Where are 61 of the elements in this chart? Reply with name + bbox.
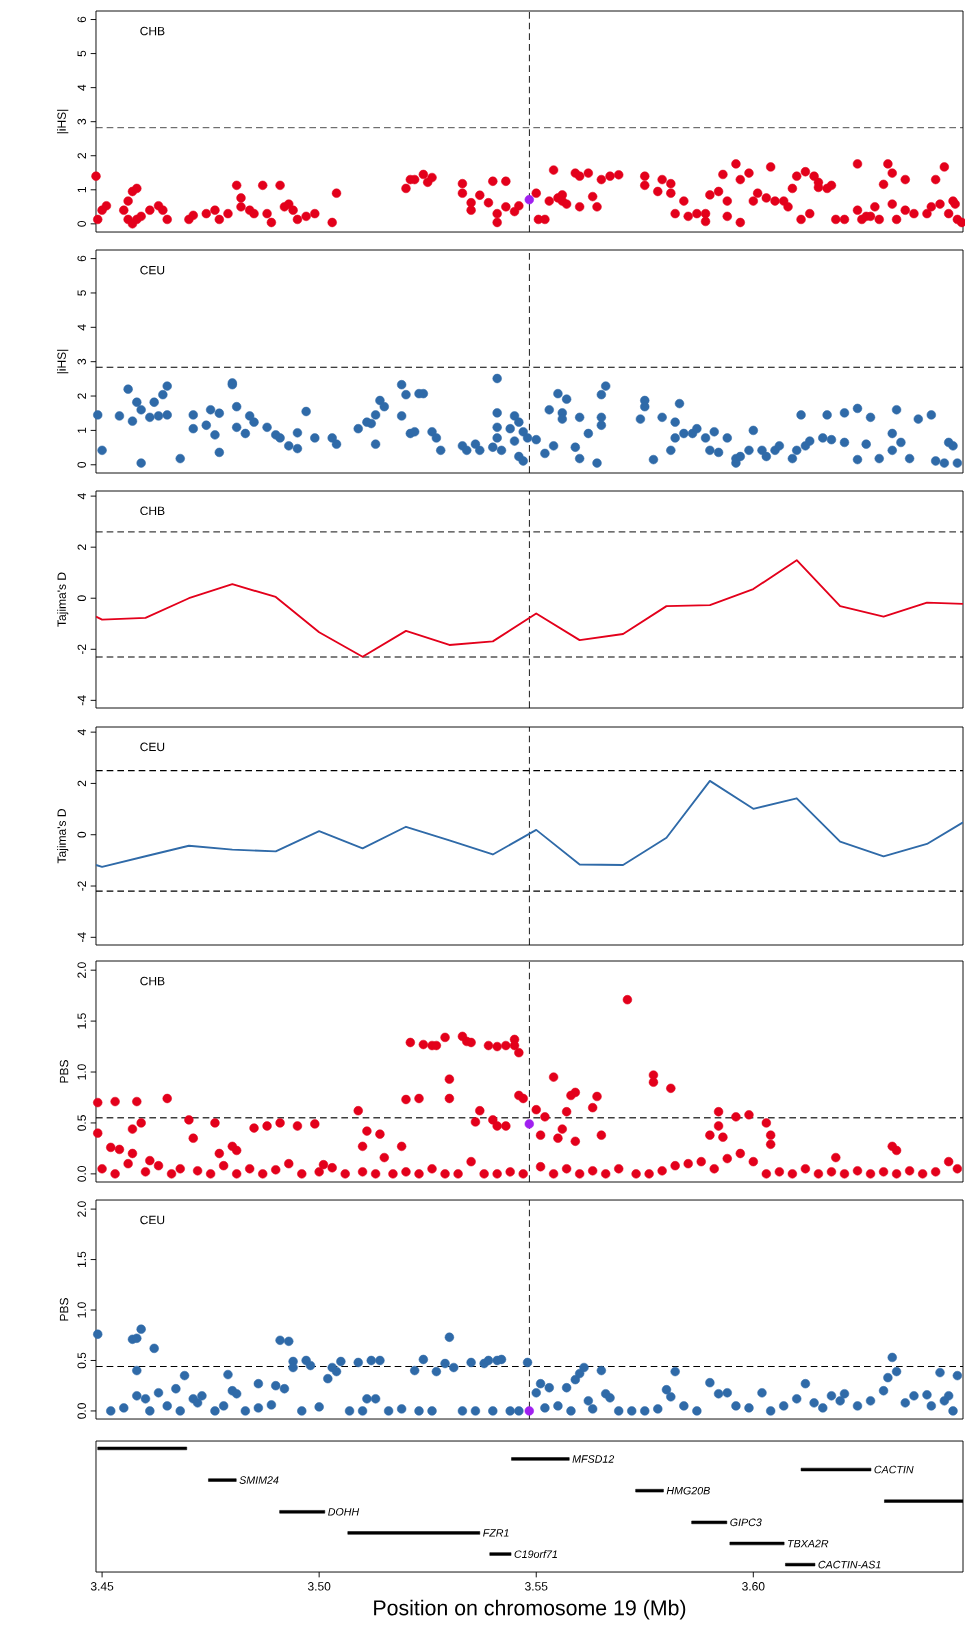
- text: CHB: [140, 26, 165, 36]
- y-tick-label: 2: [77, 153, 86, 159]
- y-tick-label: 0.0: [77, 1403, 86, 1419]
- y-tick-label: -4: [77, 932, 86, 943]
- text: CEU: [140, 265, 165, 275]
- y-axis-title: Tajima's D: [57, 809, 69, 864]
- x-tick-label: 3.60: [742, 1582, 765, 1591]
- y-tick-label: CACTIN: [874, 1465, 914, 1474]
- y-tick-label: 5: [77, 290, 86, 296]
- y-tick-label: 4: [77, 84, 86, 91]
- x-tick-label: 3.55: [525, 1582, 548, 1591]
- y-tick-label: 0: [77, 831, 86, 838]
- y-tick-label: 1: [77, 427, 86, 433]
- y-axis-title: Tajima's D: [57, 572, 69, 627]
- y-tick-label: 3: [77, 118, 86, 125]
- y-tick-label: 0: [77, 461, 86, 468]
- text: CHB: [140, 506, 165, 516]
- y-tick-label: -2: [77, 644, 86, 655]
- y-tick-label: 0.5: [77, 1352, 86, 1369]
- text: CEU: [140, 1215, 165, 1225]
- y-axis-title: |iHS|: [57, 109, 69, 134]
- y-tick-label: 2.0: [77, 1201, 86, 1217]
- y-tick-label: 0: [77, 595, 86, 602]
- y-tick-label: 1.5: [77, 1251, 86, 1267]
- y-tick-label: 4: [77, 324, 86, 331]
- y-tick-label: 1.0: [77, 1064, 86, 1080]
- y-tick-label: SMIM24: [239, 1476, 279, 1484]
- y-tick-label: 1.0: [77, 1302, 86, 1318]
- y-tick-label: 6: [77, 255, 86, 262]
- text: CHB: [140, 976, 165, 986]
- y-tick-label: 6: [77, 16, 86, 23]
- y-tick-label: 5: [77, 50, 86, 57]
- y-tick-label: 1.5: [77, 1013, 86, 1029]
- y-tick-label: 0.5: [77, 1115, 86, 1131]
- y-tick-label: 2: [77, 780, 86, 787]
- x-tick-label: 3.50: [307, 1582, 331, 1591]
- y-tick-label: 4: [77, 729, 86, 736]
- y-tick-label: 0.0: [77, 1165, 86, 1182]
- y-tick-label: TBXA2R: [788, 1539, 829, 1548]
- y-tick-label: 2.0: [77, 962, 86, 978]
- y-axis-title: PBS: [59, 1298, 69, 1321]
- y-tick-label: CACTIN-AS1: [818, 1560, 881, 1569]
- y-axis-title: |iHS|: [57, 349, 69, 374]
- y-tick-label: -4: [77, 695, 86, 706]
- y-tick-label: 3: [77, 358, 86, 365]
- y-tick-label: 2: [77, 544, 86, 550]
- x-axis-title: Position on chromosome 19 (Mb): [374, 1599, 686, 1620]
- y-tick-label: C19orf71: [514, 1550, 557, 1558]
- text: CEU: [140, 742, 165, 752]
- y-tick-label: GIPC3: [730, 1518, 762, 1527]
- y-axis-title: PBS: [59, 1060, 69, 1083]
- y-tick-label: DOHH: [328, 1508, 360, 1516]
- y-tick-label: FZR1: [483, 1529, 509, 1537]
- y-tick-label: 0: [77, 220, 86, 227]
- y-tick-label: 2: [77, 393, 86, 399]
- y-tick-label: 1: [77, 187, 86, 193]
- x-tick-label: 3.45: [90, 1582, 114, 1591]
- y-tick-label: 4: [77, 493, 86, 500]
- y-tick-label: MFSD12: [572, 1455, 615, 1463]
- y-tick-label: -2: [77, 881, 86, 891]
- y-tick-label: HMG20B: [666, 1486, 710, 1495]
